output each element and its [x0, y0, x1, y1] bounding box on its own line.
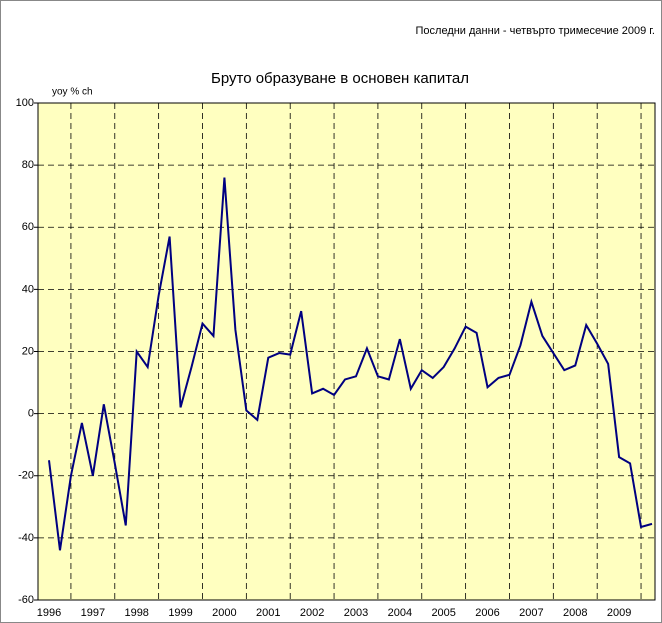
x-tick-label: 2007: [519, 607, 543, 619]
chart-title: Бруто образуване в основен капитал: [211, 70, 469, 87]
y-axis-label: yoy % ch: [52, 87, 93, 98]
y-tick-label: -60: [18, 594, 34, 606]
x-tick-label: 2008: [563, 607, 587, 619]
y-tick-label: 40: [22, 283, 34, 295]
x-tick-label: 1998: [124, 607, 148, 619]
x-tick-label: 2005: [431, 607, 455, 619]
y-tick-label: 100: [16, 97, 34, 109]
y-tick-label: 20: [22, 345, 34, 357]
x-tick-label: 2001: [256, 607, 280, 619]
x-tick-label: 1996: [37, 607, 61, 619]
y-tick-label: 80: [22, 159, 34, 171]
x-tick-label: 2000: [212, 607, 236, 619]
y-tick-label: -40: [18, 532, 34, 544]
chart-subtitle: Последни данни - четвърто тримесечие 200…: [416, 25, 656, 37]
x-tick-label: 1999: [168, 607, 192, 619]
data-line: [48, 177, 653, 551]
x-tick-label: 2002: [300, 607, 324, 619]
x-tick-label: 2006: [475, 607, 499, 619]
x-tick-label: 2009: [607, 607, 631, 619]
y-tick-label: 60: [22, 221, 34, 233]
x-tick-label: 2003: [344, 607, 368, 619]
y-tick-label: -20: [18, 470, 34, 482]
y-tick-label: 0: [28, 408, 34, 420]
x-tick-label: 2004: [388, 607, 412, 619]
x-tick-label: 1997: [81, 607, 105, 619]
